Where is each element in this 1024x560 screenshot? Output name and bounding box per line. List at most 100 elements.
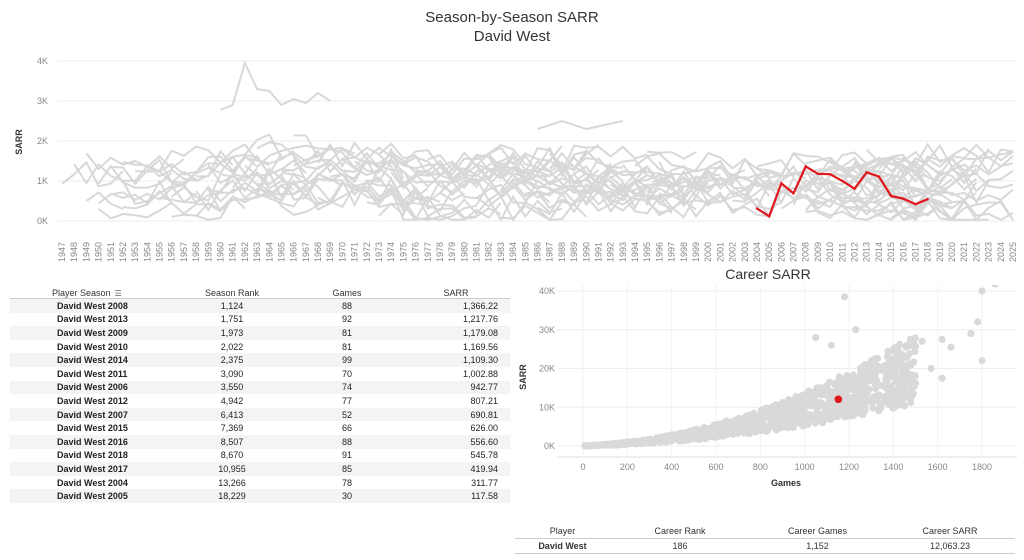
cell-games: 92 [341, 314, 352, 325]
background-series-line [537, 119, 624, 131]
x-tick-label: 1980 [459, 242, 469, 262]
player-dot [846, 396, 854, 404]
x-tick-label: 1972 [362, 242, 372, 262]
player-dot [938, 335, 946, 344]
header-career-games[interactable]: Career Games [750, 524, 885, 539]
player-dot [891, 399, 899, 408]
player-dot [871, 397, 879, 405]
background-series-line [61, 160, 124, 188]
cell-player-season: David West 2008 [10, 298, 172, 313]
player-dot [738, 426, 746, 434]
background-series-line [658, 192, 770, 219]
cell-player-season: David West 2013 [57, 314, 128, 325]
scatter-y-axis-title: SARR [518, 364, 528, 390]
cell-sarr: 545.78 [470, 450, 498, 461]
player-dot [867, 357, 875, 365]
cell-player-season: David West 2016 [10, 434, 172, 449]
data-point [853, 187, 856, 190]
cell-sarr: 1,109.30 [402, 353, 510, 367]
table-row: David West 2013 1,751 92 1,217.76 [10, 313, 510, 327]
player-dot [875, 407, 883, 415]
career-table-row: David West 186 1,152 12,063.23 [515, 538, 1015, 554]
x-tick-label: 200 [620, 462, 635, 472]
background-series-line [549, 161, 600, 184]
background-series-line [829, 178, 978, 210]
player-dot [874, 381, 882, 389]
player-dot [845, 377, 854, 385]
background-series-line [378, 202, 477, 221]
cell-season-rank: 3,550 [172, 380, 292, 395]
x-tick-label: 1953 [130, 242, 140, 262]
cell-games: 70 [341, 368, 352, 379]
background-series-line [366, 187, 502, 221]
table-row: David West 2012 4,942 77 807.21 [10, 394, 510, 408]
header-player[interactable]: Player [515, 524, 610, 539]
x-tick-label: 2014 [874, 242, 884, 262]
header-games[interactable]: Games [292, 287, 402, 299]
x-tick-label: 2017 [910, 242, 920, 262]
x-tick-label: 1997 [667, 242, 677, 262]
cell-season-rank: 2,022 [220, 341, 244, 352]
background-series-line [452, 162, 612, 191]
background-series-line [402, 194, 563, 222]
background-series-line [110, 158, 197, 186]
player-dot [761, 427, 769, 435]
cell-games: 85 [292, 462, 402, 476]
header-player-season[interactable]: Player Season ☰ [10, 287, 172, 299]
header-career-rank[interactable]: Career Rank [610, 524, 750, 539]
x-tick-label: 400 [664, 462, 679, 472]
cell-games: 66 [341, 423, 352, 434]
background-series-line [97, 164, 173, 189]
x-tick-label: 1952 [118, 242, 128, 262]
x-tick-label: 1995 [642, 242, 652, 262]
background-series-line [622, 163, 733, 194]
background-series-line [793, 168, 940, 199]
player-dot [789, 399, 797, 407]
cell-season-rank: 2,375 [172, 353, 292, 367]
x-tick-label: 2016 [898, 242, 908, 262]
cell-player-season: David West 2017 [10, 462, 172, 476]
player-dot [877, 399, 886, 407]
header-career-sarr[interactable]: Career SARR [885, 524, 1015, 539]
background-series-line [427, 145, 563, 172]
player-dot [822, 404, 830, 412]
background-series-line [390, 169, 490, 193]
x-tick-label: 1998 [679, 242, 689, 262]
player-dot [676, 429, 684, 437]
x-tick-label: 1959 [203, 242, 213, 262]
header-sarr[interactable]: SARR [402, 287, 510, 299]
background-series-line [878, 143, 1014, 175]
player-dot [827, 397, 835, 405]
player-dot [786, 415, 794, 423]
background-series-line [341, 148, 465, 181]
background-series-line [475, 177, 648, 206]
background-series-line [208, 171, 343, 201]
header-season-rank[interactable]: Season Rank [172, 287, 292, 299]
career-table-header: Player Career Rank Career Games Career S… [515, 524, 1015, 539]
x-tick-label: 2019 [935, 242, 945, 262]
player-dot [789, 421, 797, 429]
player-dot [788, 405, 796, 413]
player-dot [668, 435, 676, 443]
player-dot [778, 408, 786, 416]
line-y-axis-title: SARR [14, 129, 24, 155]
x-tick-label: 1982 [484, 242, 494, 262]
cell-player-season: David West 2010 [57, 341, 128, 352]
table-row: David West 2016 8,507 88 556.60 [10, 434, 510, 449]
background-series-line [866, 201, 989, 222]
player-dot [594, 441, 602, 449]
cell-sarr: 311.77 [471, 477, 498, 488]
cell-games: 99 [292, 353, 402, 367]
player-dot [842, 406, 850, 414]
player-dot [827, 414, 835, 422]
player-dot [771, 412, 779, 420]
player-dot [719, 432, 727, 440]
player-dot [712, 433, 720, 441]
player-dot [851, 387, 859, 395]
x-tick-label: 2008 [801, 242, 811, 262]
x-tick-label: 2009 [813, 242, 823, 262]
x-tick-label: 1977 [423, 242, 433, 262]
x-tick-label: 1968 [313, 242, 323, 262]
sort-icon[interactable]: ☰ [114, 288, 122, 298]
player-dot [880, 393, 888, 401]
